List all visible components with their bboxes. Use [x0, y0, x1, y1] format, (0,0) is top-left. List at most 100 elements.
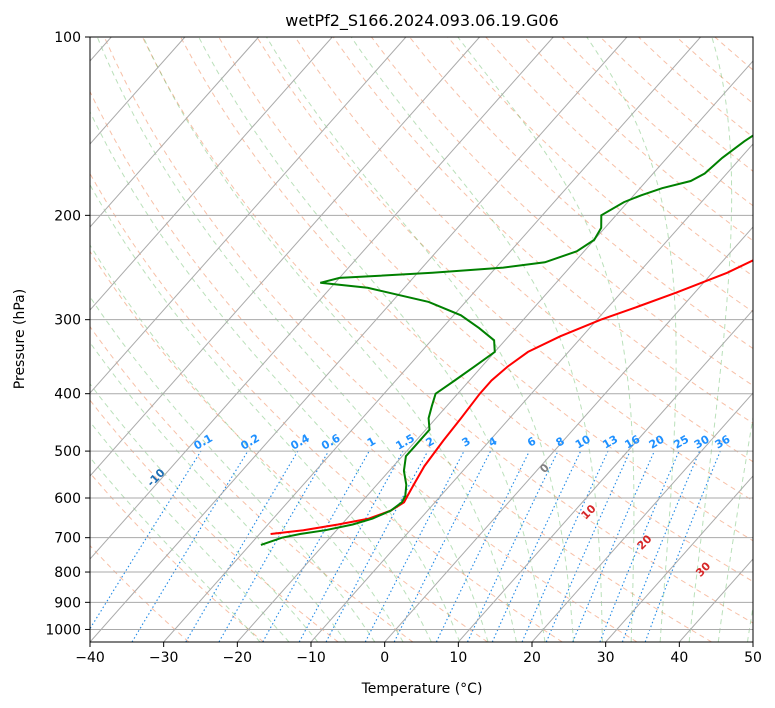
dry-adiabat — [90, 90, 638, 642]
y-tick-label: 500 — [54, 444, 81, 460]
mixing-ratio-line — [466, 450, 559, 642]
dry-adiabat — [256, 37, 753, 502]
mixing-ratio-label: 20 — [647, 432, 667, 451]
mixing-ratio-line — [90, 450, 202, 630]
dry-adiabat — [90, 172, 563, 642]
moist-adiabat — [90, 383, 319, 642]
dry-adiabat — [599, 37, 753, 172]
dry-adiabat — [447, 37, 753, 313]
moist-adiabat — [90, 421, 290, 642]
x-tick-label: 30 — [597, 650, 615, 666]
dewpoint-profile — [260, 134, 753, 546]
mixing-ratio-label: 0.2 — [238, 432, 261, 453]
mixing-ratio-label: 0.4 — [288, 431, 312, 452]
isotherm-gridline — [384, 226, 753, 642]
moist-adiabat — [586, 37, 677, 642]
mixing-ratio-line — [218, 450, 330, 642]
mixing-ratio-line — [545, 450, 631, 642]
mixing-ratio-line — [262, 450, 370, 642]
mixing-ratio-label: 4 — [486, 434, 499, 449]
x-tick-label: 10 — [449, 650, 467, 666]
mixing-ratio-line — [491, 450, 582, 642]
dry-adiabat — [180, 37, 753, 583]
x-axis-label: Temperature (°C) — [361, 681, 483, 697]
isopleth-labels: -100-90-80-70-60-50-40-30-20-100.10.20.4… — [144, 431, 774, 604]
moist-adiabat-label: 20 — [635, 532, 655, 552]
moist-adiabat — [350, 37, 603, 642]
moist-adiabat — [96, 37, 489, 642]
moist-adiabat — [457, 37, 635, 642]
mixing-ratio-line — [298, 450, 404, 642]
dry-adiabat — [523, 37, 753, 242]
mixing-ratio-line — [621, 450, 701, 642]
y-tick-label: 200 — [54, 208, 81, 224]
isotherm-gridline — [310, 143, 753, 642]
temperature-profile — [270, 259, 753, 535]
y-axis-label: Pressure (hPa) — [12, 289, 28, 389]
x-tick-label: 50 — [744, 650, 762, 666]
isotherm-gridline — [90, 37, 628, 642]
moist-adiabat — [717, 414, 753, 642]
dry-adiabat — [561, 37, 753, 207]
dry-adiabat — [90, 399, 339, 642]
isotherm-gridline — [90, 37, 186, 145]
x-tick-label: −10 — [296, 650, 326, 666]
profiles — [260, 134, 753, 546]
isotherm-gridline — [236, 60, 753, 642]
isotherm-gridline — [752, 641, 753, 642]
dry-adiabat — [638, 37, 753, 138]
dry-adiabat — [714, 37, 753, 71]
moist-adiabat — [90, 244, 404, 642]
y-tick-label: 400 — [54, 387, 81, 403]
moist-adiabat-label: 40 — [754, 584, 774, 604]
x-tick-label: −30 — [149, 650, 179, 666]
y-tick-label: 100 — [54, 30, 81, 46]
dry-adiabat — [332, 37, 753, 424]
dry-adiabat — [409, 37, 753, 350]
mixing-ratio-label: 16 — [622, 432, 642, 451]
x-tick-label: 20 — [523, 650, 541, 666]
dry-adiabat — [90, 544, 190, 642]
mixing-ratio-line — [185, 450, 299, 642]
mixing-ratio-label: 3 — [460, 435, 473, 450]
background-lines — [90, 37, 753, 642]
dry-adiabat — [90, 472, 264, 642]
isotherm-gridline — [90, 37, 333, 311]
dry-adiabat — [218, 37, 753, 542]
dry-adiabat — [141, 37, 753, 624]
y-tick-label: 600 — [54, 491, 81, 507]
mixing-ratio-line — [521, 450, 609, 642]
mixing-ratio-line — [325, 450, 429, 642]
x-tick-label: 40 — [670, 650, 688, 666]
moist-adiabat — [90, 456, 261, 642]
x-tick-label: 0 — [380, 650, 389, 666]
y-tick-label: 800 — [54, 565, 81, 581]
mixing-ratio-label: 1 — [365, 435, 378, 450]
moist-adiabat — [266, 37, 575, 642]
dry-adiabat-label: -10 — [144, 466, 167, 489]
dry-adiabat — [103, 37, 712, 642]
moist-adiabat — [747, 604, 753, 642]
moist-adiabat — [688, 37, 733, 642]
chart-title: wetPf2_S166.2024.093.06.19.G06 — [285, 11, 559, 31]
isotherm-gridline — [90, 37, 259, 228]
y-tick-label: 700 — [54, 531, 81, 547]
mixing-ratio-line — [435, 450, 530, 642]
isotherm-gridline — [163, 37, 701, 642]
isotherm-gridline — [90, 37, 480, 477]
mixing-ratio-line — [364, 450, 465, 642]
moist-adiabat — [90, 183, 432, 642]
moist-adiabat — [198, 37, 546, 642]
y-tick-label: 300 — [54, 313, 81, 329]
mixing-ratio-label: 8 — [554, 435, 567, 450]
isotherm-gridline — [90, 37, 407, 394]
mixing-ratio-line — [572, 450, 655, 642]
mixing-ratio-line — [599, 450, 680, 642]
mixing-ratio-label: 30 — [692, 432, 712, 451]
mixing-ratio-label: 1.5 — [394, 432, 417, 453]
mixing-ratio-label: 6 — [525, 434, 538, 449]
plot-frame — [89, 36, 754, 643]
mixing-ratio-line — [393, 450, 492, 642]
moist-adiabat — [142, 37, 517, 642]
